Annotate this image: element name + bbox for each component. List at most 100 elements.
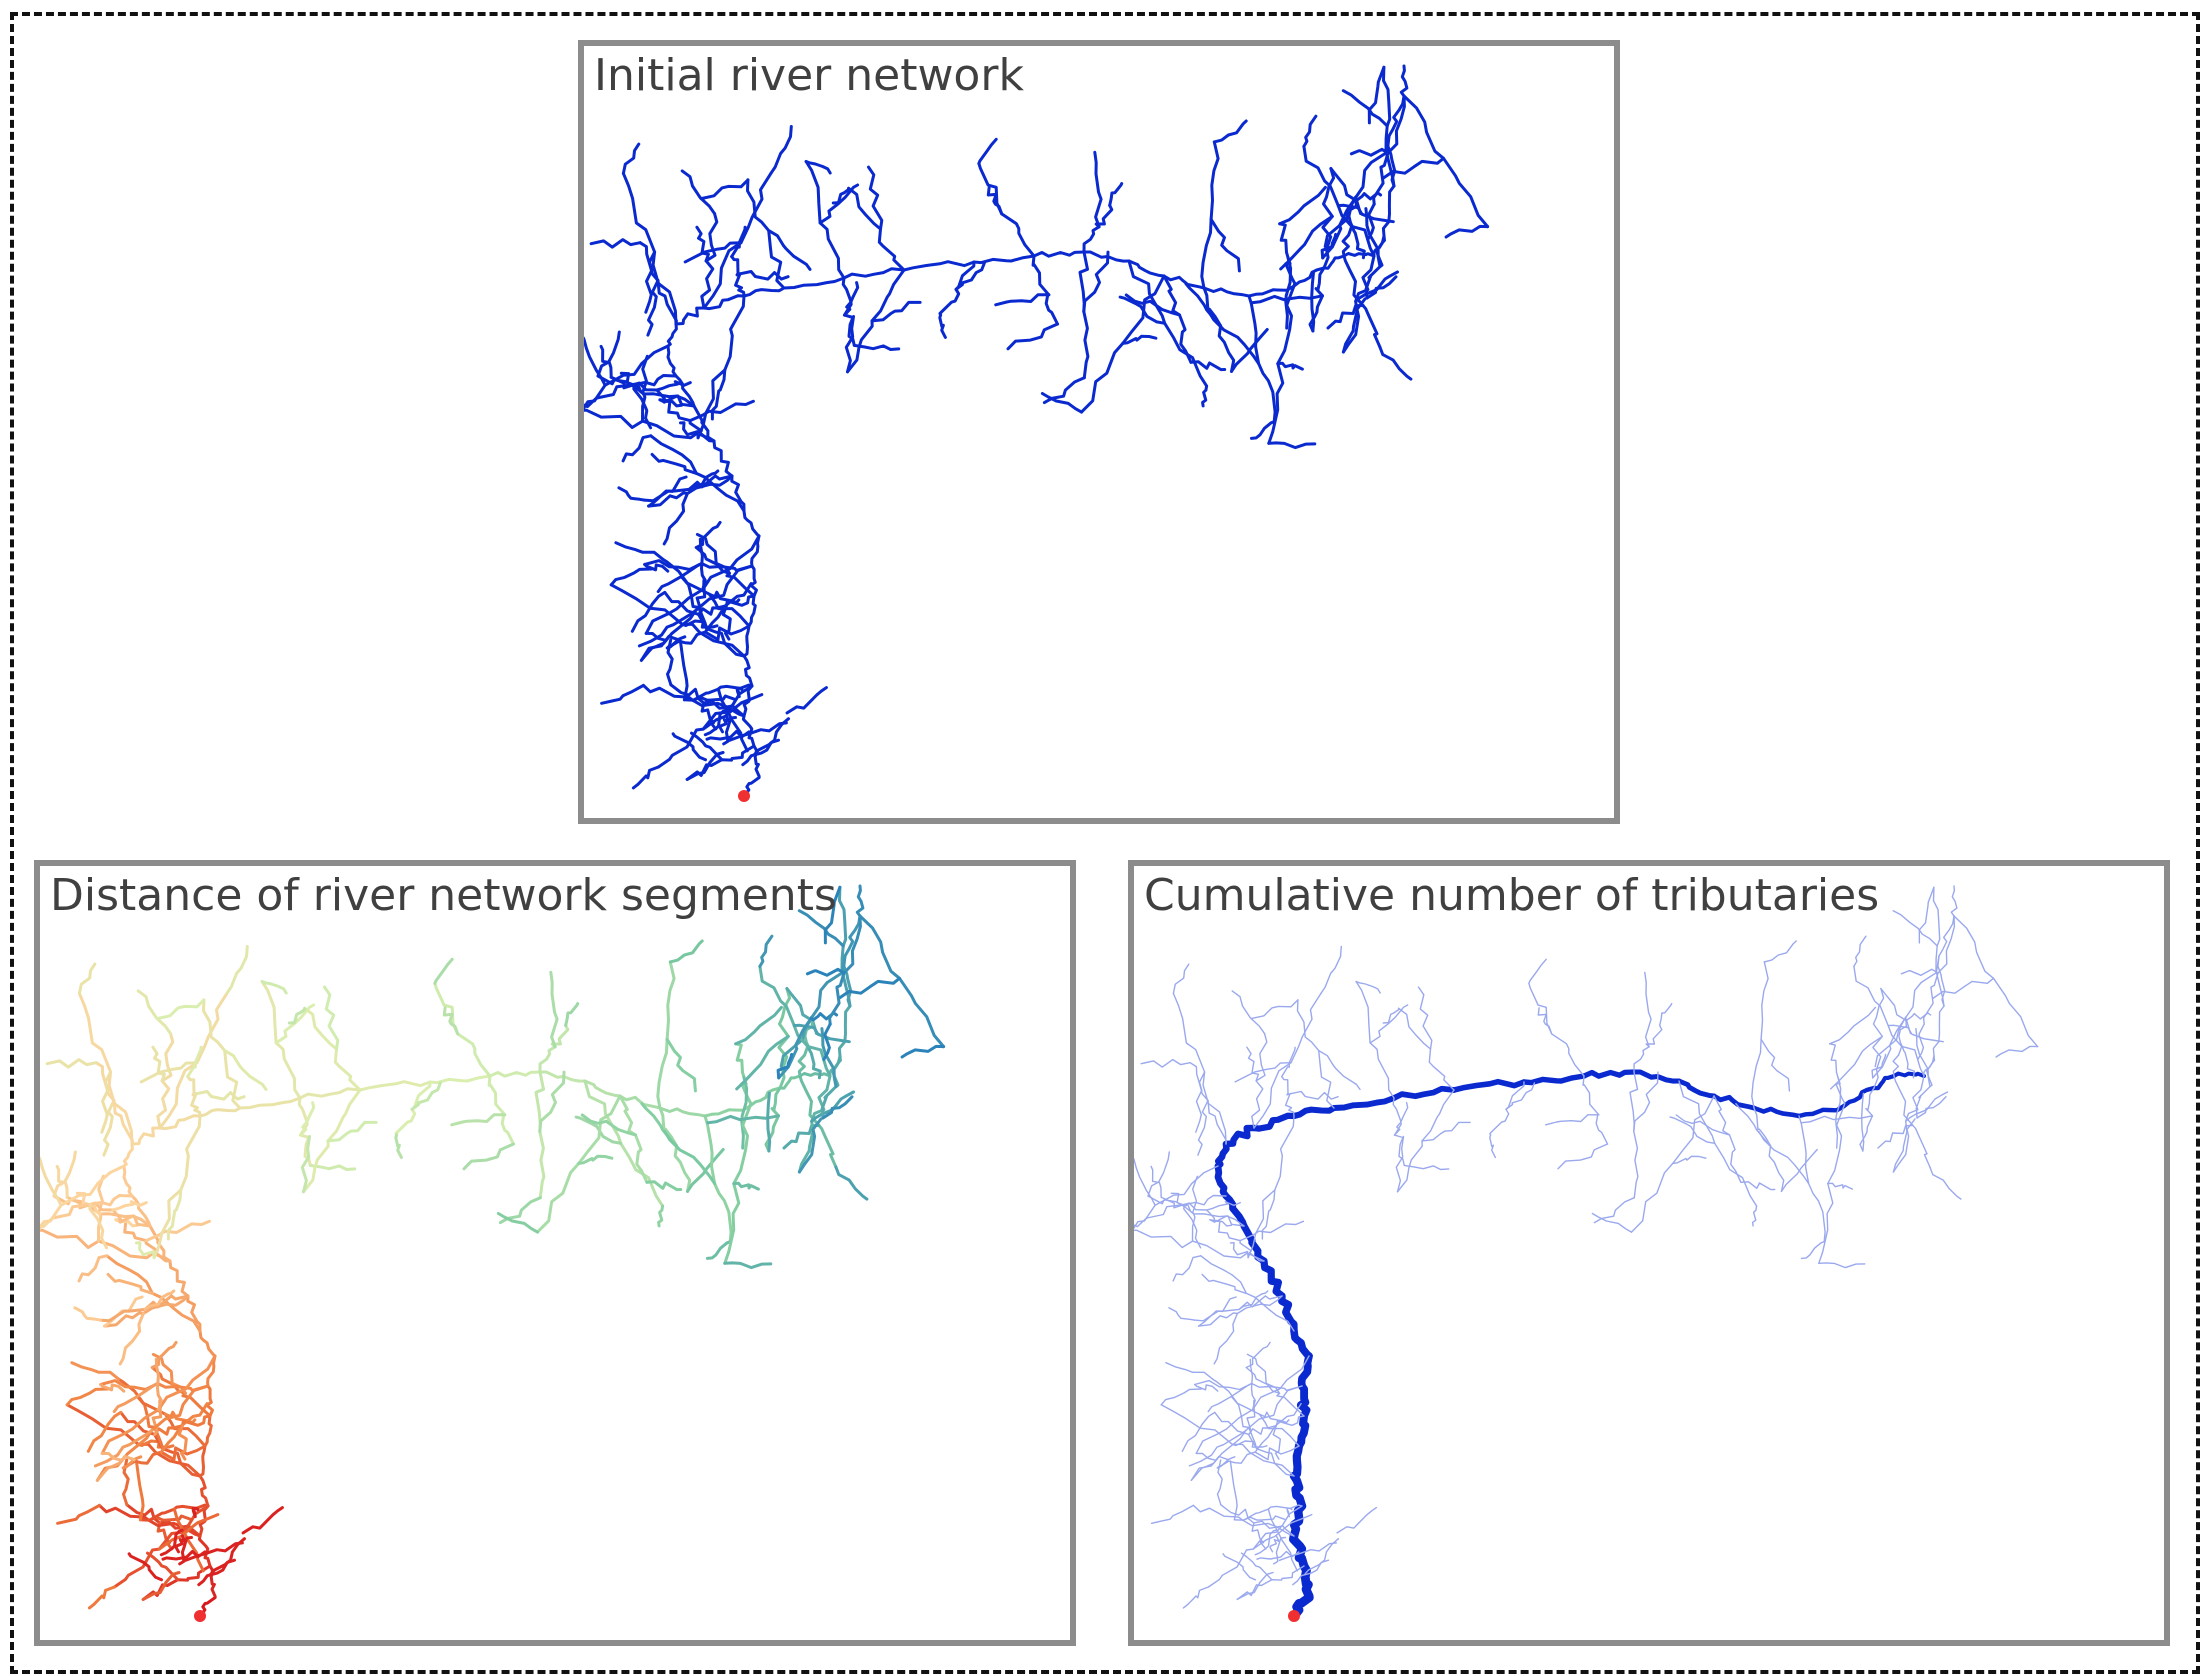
river-segment	[614, 541, 665, 561]
river-segment	[643, 563, 670, 573]
river-segment	[797, 1074, 832, 1174]
river-segment	[1231, 990, 1266, 1035]
distance-river-network-map	[40, 884, 946, 1622]
river-segment	[723, 1261, 773, 1270]
river-segment	[1505, 1082, 1536, 1111]
river-segment	[792, 1023, 851, 1044]
river-segment	[609, 567, 653, 587]
river-segment	[1201, 384, 1209, 408]
river-segment	[450, 1113, 507, 1127]
river-segment	[822, 1022, 832, 1061]
river-segment	[144, 1219, 211, 1243]
main-stem-segment	[198, 1444, 207, 1478]
river-segment	[1209, 1219, 1233, 1227]
river-segment	[1212, 119, 1248, 144]
river-segment	[1250, 420, 1276, 440]
river-segment	[127, 1552, 163, 1582]
main-stem-segment	[658, 1106, 707, 1118]
river-segment	[1246, 1046, 1260, 1082]
river-segment	[1381, 156, 1445, 180]
river-segment	[1201, 1273, 1248, 1295]
main-stem-segment	[122, 1142, 134, 1168]
river-segment	[186, 1075, 202, 1118]
main-stem-segment	[742, 774, 761, 798]
river-segment	[735, 686, 744, 699]
river-segment	[1190, 1458, 1218, 1481]
main-stem-segment	[1260, 1257, 1286, 1300]
river-segment	[135, 1241, 156, 1260]
river-segment	[706, 1114, 780, 1125]
river-segment	[679, 421, 700, 440]
river-segment	[55, 1164, 69, 1199]
river-segment	[1713, 1095, 1742, 1183]
main-stem-segment	[1297, 1352, 1313, 1390]
river-segment	[577, 1154, 614, 1165]
river-segment	[701, 693, 764, 731]
main-stem-segment	[1289, 1531, 1309, 1571]
river-segment	[1341, 254, 1376, 354]
river-segment	[1172, 963, 1190, 995]
river-segment	[655, 380, 692, 392]
main-stem-segment	[674, 306, 706, 326]
river-segment	[1272, 1536, 1287, 1565]
river-segment	[804, 160, 832, 175]
river-segment	[1191, 1175, 1198, 1242]
river-segment	[1317, 1049, 1361, 1091]
river-segment	[1229, 1242, 1249, 1259]
main-stem-segment	[1292, 266, 1326, 288]
river-segment	[730, 225, 747, 259]
river-segment	[1207, 1505, 1303, 1588]
river-segment	[665, 1037, 697, 1093]
river-segment	[621, 142, 641, 175]
river-segment	[287, 1006, 307, 1025]
river-segment	[1929, 1166, 1962, 1200]
main-stem-segment	[238, 1096, 302, 1110]
river-segment	[1892, 910, 1938, 947]
main-stem-segment	[1214, 1140, 1230, 1170]
river-segment	[1261, 1189, 1276, 1240]
river-segment	[668, 939, 704, 964]
main-stem-segment	[198, 1106, 242, 1118]
river-segment	[637, 608, 698, 648]
river-segment	[797, 909, 845, 948]
main-stem-segment	[749, 564, 758, 598]
river-segment	[1557, 1143, 1609, 1170]
river-segment	[1591, 1212, 1633, 1233]
river-segment	[184, 1541, 244, 1562]
main-stem-segment	[1331, 1095, 1397, 1111]
main-stem-segment	[1342, 252, 1376, 258]
river-segment	[954, 261, 986, 291]
river-segment	[938, 313, 947, 339]
river-segment	[600, 683, 645, 705]
river-segment	[538, 1070, 566, 1133]
river-segment	[100, 1070, 113, 1134]
main-stem-segment	[1296, 1382, 1311, 1420]
river-segment	[1040, 392, 1083, 414]
main-stem-segment	[747, 594, 757, 628]
river-segment	[1222, 1553, 1257, 1581]
river-segment	[589, 238, 642, 249]
river-segment	[758, 964, 832, 1078]
river-segment	[178, 1536, 193, 1566]
main-stem-segment	[1521, 1073, 1587, 1086]
river-segment	[785, 686, 828, 715]
river-segment	[158, 991, 229, 1130]
river-segment	[141, 1571, 181, 1601]
main-stem-segment	[1841, 1085, 1877, 1109]
river-segment	[1397, 1007, 1455, 1091]
river-segment	[1633, 1024, 1663, 1073]
main-stem-segment	[198, 1474, 210, 1508]
river-segment	[1421, 1121, 1471, 1142]
river-segment	[1276, 361, 1304, 371]
river-segment	[666, 638, 674, 687]
panel-tributaries: Cumulative number of tributaries	[1128, 860, 2170, 1646]
river-segment	[1278, 185, 1327, 226]
river-segment	[1216, 1459, 1223, 1506]
river-segment	[73, 1306, 102, 1322]
river-segment	[721, 604, 732, 641]
river-segment	[843, 281, 860, 317]
main-stem-segment	[1892, 1071, 1926, 1078]
river-segment	[1905, 1091, 1949, 1123]
main-stem-segment	[1299, 1561, 1314, 1601]
river-segment	[1800, 1241, 1825, 1260]
